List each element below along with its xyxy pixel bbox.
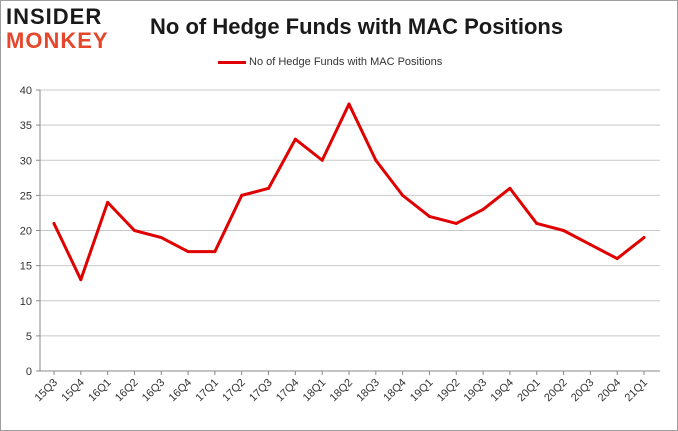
data-point <box>320 158 324 162</box>
x-tick-label: 17Q3 <box>247 377 275 405</box>
x-tick-label: 21Q1 <box>623 377 651 405</box>
y-tick-label: 0 <box>26 366 32 378</box>
x-tick-label: 19Q3 <box>462 377 490 405</box>
data-point <box>186 250 190 254</box>
legend-label: No of Hedge Funds with MAC Positions <box>249 56 443 68</box>
legend-swatch <box>218 60 246 64</box>
x-tick-label: 16Q2 <box>113 377 141 405</box>
gridlines <box>40 89 660 337</box>
x-tick-label: 20Q2 <box>542 377 570 405</box>
x-tick-label: 15Q4 <box>59 377 87 405</box>
logo-text-monkey: MONKEY <box>6 28 109 53</box>
data-point <box>481 207 485 211</box>
y-tick-label: 15 <box>20 261 32 273</box>
data-point <box>454 221 458 225</box>
x-tick-label: 19Q4 <box>489 377 517 405</box>
y-tick-label: 40 <box>20 85 32 97</box>
data-point <box>52 221 56 225</box>
x-tick-label: 18Q2 <box>328 377 356 405</box>
data-point <box>240 193 244 197</box>
chart-legend: No of Hedge Funds with MAC Positions <box>218 56 442 68</box>
x-tick-label: 17Q4 <box>274 377 302 405</box>
x-tick-label: 17Q2 <box>220 377 248 405</box>
data-point <box>588 243 592 247</box>
x-tick-label: 15Q3 <box>33 377 61 405</box>
axes <box>36 89 660 375</box>
data-point <box>159 236 163 240</box>
x-tick-label: 16Q1 <box>86 377 114 405</box>
data-point <box>374 158 378 162</box>
x-tick-label: 16Q3 <box>140 377 168 405</box>
data-point <box>347 102 351 106</box>
x-tick-label: 16Q4 <box>167 377 195 405</box>
data-point <box>401 193 405 197</box>
data-point <box>562 229 566 232</box>
y-tick-label: 5 <box>26 331 32 343</box>
y-tick-label: 10 <box>20 296 32 308</box>
x-tick-label: 20Q1 <box>515 377 543 405</box>
data-point <box>535 221 539 225</box>
series-layer <box>52 102 646 282</box>
data-point <box>615 257 619 261</box>
x-tick-label: 19Q1 <box>408 377 436 405</box>
data-point <box>106 200 110 204</box>
chart-title: No of Hedge Funds with MAC Positions <box>150 14 564 39</box>
data-point <box>213 250 217 254</box>
x-tick-label: 19Q2 <box>435 377 463 405</box>
series-line <box>52 102 646 282</box>
data-point <box>267 186 271 190</box>
x-tick-label: 18Q1 <box>301 377 329 405</box>
x-tick-labels: 15Q3 15Q4 16Q1 16Q2 16Q3 16Q4 17Q1 17Q2 17Q3 17Q4… <box>33 377 651 405</box>
x-tick-label: 18Q3 <box>354 377 382 405</box>
data-point <box>642 236 646 240</box>
x-tick-label: 17Q1 <box>194 377 222 405</box>
logo-text-insider: INSIDER <box>6 4 103 29</box>
y-tick-label: 35 <box>20 120 32 132</box>
data-point <box>79 278 83 282</box>
data-point <box>132 229 136 232</box>
x-tick-label: 18Q4 <box>381 377 409 405</box>
data-point <box>427 214 431 218</box>
y-tick-label: 25 <box>20 190 32 202</box>
insider-monkey-logo: INSIDER MONKEY <box>6 6 130 58</box>
x-tick-label: 20Q3 <box>569 377 597 405</box>
data-point <box>508 186 512 190</box>
x-tick-label: 20Q4 <box>596 377 624 405</box>
data-point <box>293 137 297 141</box>
y-tick-label: 30 <box>20 155 32 167</box>
y-tick-labels: 0 5 10 15 20 25 30 35 40 <box>20 85 32 378</box>
y-tick-label: 20 <box>20 226 32 238</box>
